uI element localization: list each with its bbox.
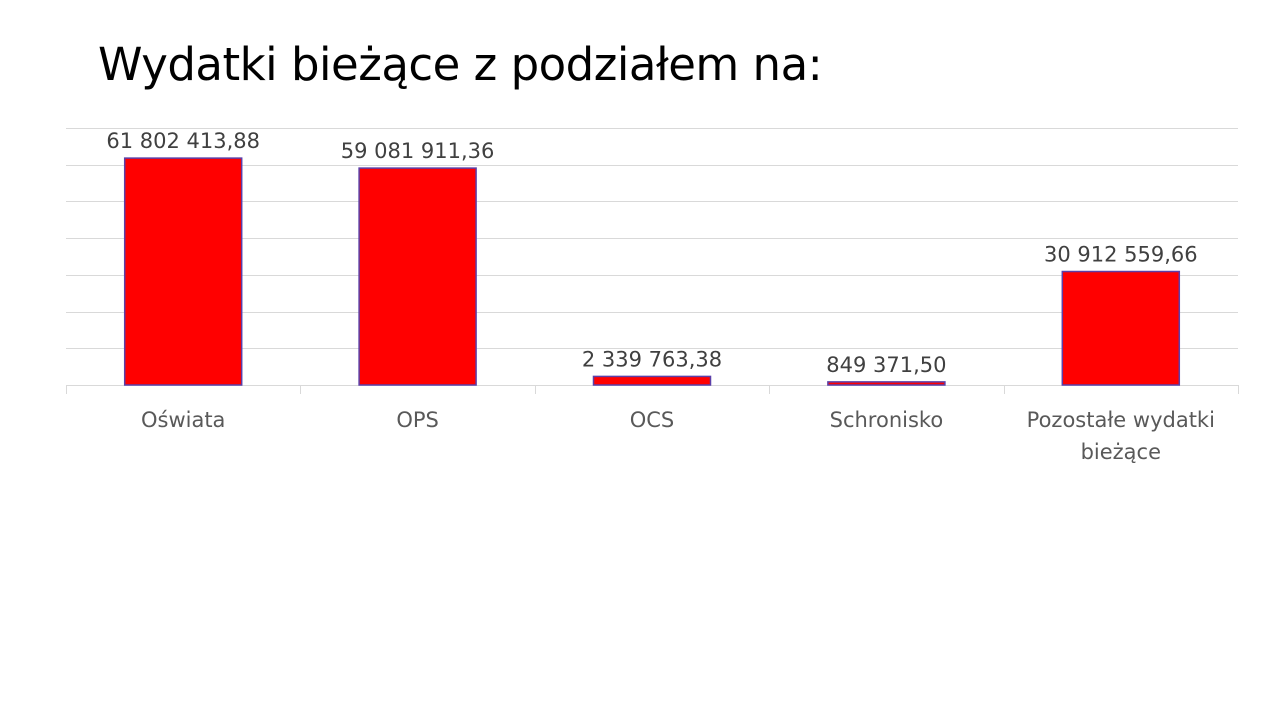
- data-labels: 61 802 413,88 59 081 911,36 2 339 763,38 84…: [106, 129, 1197, 377]
- category-label: OCS: [630, 408, 675, 432]
- gridlines: [66, 128, 1238, 349]
- data-label: 59 081 911,36: [341, 139, 495, 163]
- data-label: 61 802 413,88: [106, 129, 260, 153]
- category-label: Pozostałe wydatki: [1027, 408, 1215, 432]
- category-labels: Oświata OPS OCS Schronisko Pozostałe wydatki…: [141, 408, 1215, 464]
- category-axis: [66, 385, 1239, 394]
- bar: [827, 381, 946, 386]
- bar: [592, 375, 712, 386]
- category-label: Oświata: [141, 408, 225, 432]
- data-label: 2 339 763,38: [582, 347, 722, 371]
- data-label: 30 912 559,66: [1044, 243, 1198, 267]
- bar: [358, 167, 477, 386]
- bars: [123, 157, 1181, 386]
- category-label: OPS: [396, 408, 439, 432]
- data-label: 849 371,50: [826, 353, 946, 377]
- bar: [1061, 270, 1181, 386]
- bar: [123, 157, 243, 386]
- category-label: Schronisko: [830, 408, 944, 432]
- slide-title: Wydatki bieżące z podziałem na:: [98, 38, 823, 91]
- category-label: bieżące: [1081, 440, 1161, 464]
